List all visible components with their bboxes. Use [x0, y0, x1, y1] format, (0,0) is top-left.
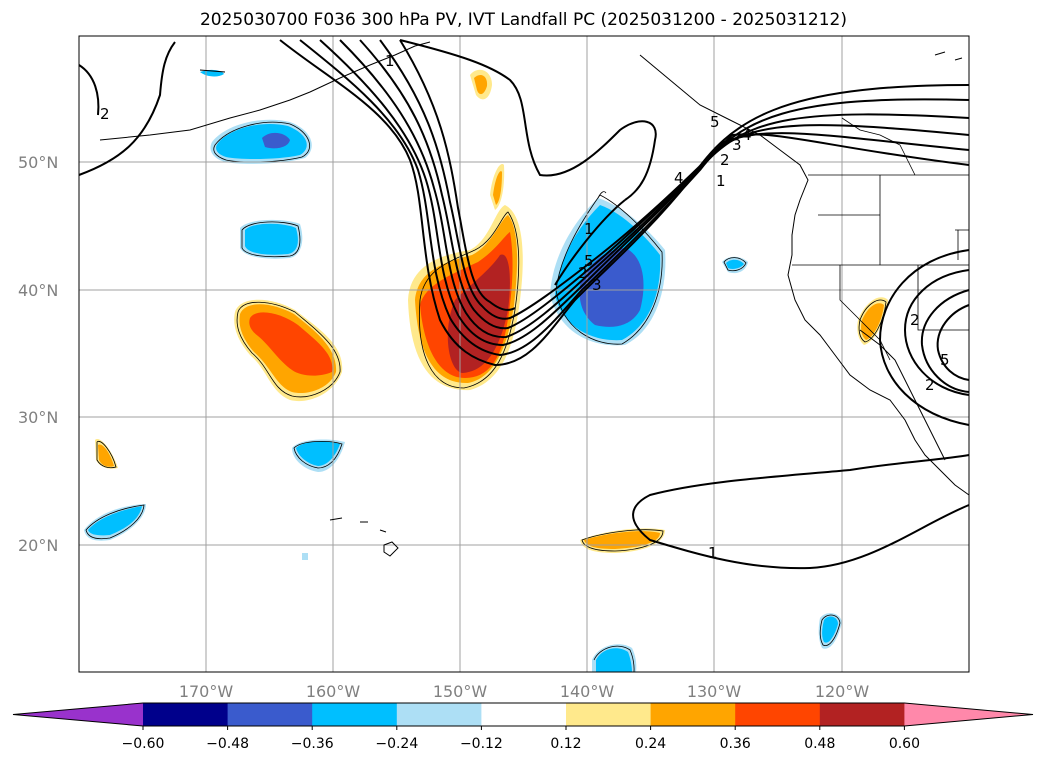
pv-shading — [84, 69, 888, 672]
lon-label: 120°W — [815, 682, 870, 701]
lon-label: 170°W — [179, 682, 234, 701]
longitude-labels: 170°W 160°W 150°W 140°W 130°W 120°W — [179, 682, 870, 701]
contour-label: 4 — [742, 126, 752, 144]
contour-label: 2 — [578, 264, 588, 282]
colorbar-tick-label: −0.36 — [291, 736, 334, 752]
gridlines — [79, 36, 969, 672]
ivt-contours — [78, 39, 970, 570]
map-frame — [78, 35, 970, 673]
colorbar: −0.60 −0.48 −0.36 −0.24 −0.12 0.12 0.24 0.36 0.4… — [12, 702, 1034, 752]
contour-label: 1 — [385, 52, 395, 70]
colorbar-segment — [481, 703, 567, 726]
lat-label: 40°N — [18, 281, 58, 300]
contour-label: 1 — [716, 172, 726, 190]
colorbar-tick-label: 0.36 — [720, 736, 751, 752]
lon-label: 140°W — [560, 682, 615, 701]
lon-label: 130°W — [687, 682, 742, 701]
colorbar-tick-label: 0.24 — [635, 736, 666, 752]
colorbar-tick-label: 0.60 — [889, 736, 920, 752]
colorbar-segment — [143, 703, 229, 726]
contour-label: 4 — [674, 169, 684, 187]
lat-label: 50°N — [18, 153, 58, 172]
colorbar-segment — [735, 703, 821, 726]
colorbar-segment — [227, 703, 313, 726]
colorbar-tick-label: 0.48 — [804, 736, 835, 752]
contour-label: 1 — [584, 220, 594, 238]
latitude-labels: 50°N 40°N 30°N 20°N — [18, 153, 58, 555]
map-title: 2025030700 F036 300 hPa PV, IVT Landfall… — [199, 10, 847, 30]
contour-labels: 2 1 2 3 4 5 1 2 3 4 5 1 2 5 2 1 — [100, 52, 950, 562]
contour-label: 1 — [708, 544, 718, 562]
colorbar-segment — [650, 703, 736, 726]
colorbar-segment — [566, 703, 652, 726]
contour-label: 5 — [584, 252, 594, 270]
contour-label: 2 — [720, 151, 730, 169]
contour-label: 5 — [940, 351, 950, 369]
lat-label: 30°N — [18, 408, 58, 427]
colorbar-tick-label: 0.12 — [550, 736, 581, 752]
colorbar-segment — [396, 703, 482, 726]
map-background — [79, 36, 969, 672]
colorbar-segment — [312, 703, 398, 726]
colorbar-tick-label: −0.48 — [206, 736, 249, 752]
colorbar-tick-label: −0.12 — [460, 736, 503, 752]
shading-outlines — [85, 121, 887, 673]
borders — [792, 117, 969, 361]
colorbar-segment — [819, 703, 905, 726]
lon-label: 160°W — [306, 682, 361, 701]
contour-label: 2 — [910, 311, 920, 329]
contour-label: 2 — [100, 105, 110, 123]
colorbar-extend-high — [904, 703, 1033, 726]
contour-label: 2 — [925, 376, 935, 394]
contour-label: 3 — [592, 276, 602, 294]
colorbar-tick-label: −0.60 — [122, 736, 165, 752]
lon-label: 150°W — [433, 682, 488, 701]
colorbar-tick-label: −0.24 — [375, 736, 418, 752]
lat-label: 20°N — [18, 536, 58, 555]
contour-label: 5 — [710, 113, 720, 131]
colorbar-extend-low — [13, 703, 143, 726]
contour-label: 3 — [732, 136, 742, 154]
coastlines — [99, 41, 970, 557]
